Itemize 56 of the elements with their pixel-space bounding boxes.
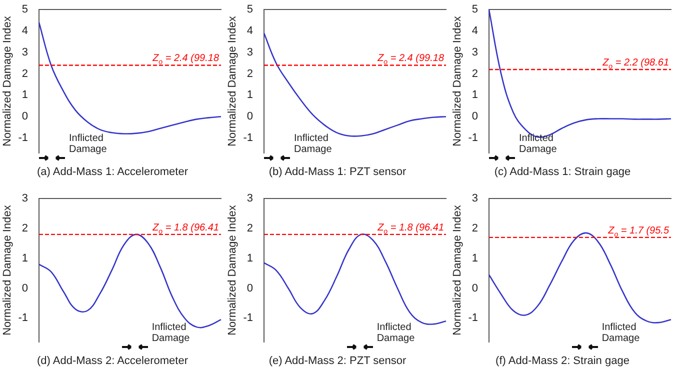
y-tick-label: 5: [246, 4, 253, 16]
y-axis-title: Normalized Damage Index: [452, 16, 464, 146]
y-tick-label: 5: [472, 4, 478, 16]
y-tick-label: 4: [22, 25, 28, 38]
y-tick-label: 3: [22, 192, 28, 205]
y-tick-label: 1: [22, 89, 28, 102]
y-tick-label: 1: [472, 252, 478, 264]
y-tick-label: 2: [246, 68, 253, 80]
annotation: Inflicted Damage: [152, 322, 190, 344]
y-tick-label: 1: [472, 89, 478, 102]
y-tick-label: 2: [22, 222, 28, 235]
text: (b) Add-Mass 1: PZT sensor: [268, 166, 408, 178]
y-tick-label: 0: [472, 282, 478, 294]
y-tick-label: 2: [472, 222, 478, 235]
y-tick-label: 0: [246, 282, 253, 294]
y-tick-label: 1: [22, 252, 28, 264]
y-tick-label: 3: [472, 192, 478, 205]
y-tick-label: 1: [246, 89, 253, 102]
text: (c) Add-Mass 1: Strain gage: [493, 166, 632, 178]
line-series: [38, 22, 222, 134]
text: (a) Add-Mass 1: Accelerometer: [36, 166, 189, 178]
y-tick-label: 2: [22, 68, 28, 80]
y-tick-label: 2: [246, 222, 253, 235]
annotation: Inflicted Damage: [602, 322, 640, 344]
y-tick-label: 0: [472, 110, 478, 123]
y-tick-label: -1: [18, 312, 28, 324]
y-tick-label: -1: [243, 132, 253, 144]
y-tick-label: -1: [243, 312, 253, 324]
y-axis-title: Normalized Damage Index: [2, 16, 14, 146]
y-tick-label: 0: [22, 282, 28, 294]
y-tick-label: 5: [22, 4, 28, 16]
y-tick-label: 3: [22, 46, 28, 58]
y-axis-title: Normalized Damage Index: [226, 16, 239, 146]
y-tick-label: 4: [246, 25, 253, 38]
text: (d) Add-Mass 2: Accelerometer: [36, 355, 189, 367]
text: (f) Add-Mass 2: Strain gage: [494, 355, 630, 367]
annotation: Inflicted Damage: [518, 133, 558, 155]
y-tick-label: 1: [246, 252, 253, 264]
y-tick-label: 2: [472, 68, 478, 80]
line-series: [38, 234, 222, 328]
annotation: Inflicted Damage: [68, 133, 108, 155]
annotation: Inflicted Damage: [294, 133, 332, 155]
text: (e) Add-Mass 2: PZT sensor: [268, 355, 408, 367]
y-tick-label: 4: [472, 25, 478, 38]
y-tick-label: -1: [468, 312, 478, 324]
y-tick-label: 3: [246, 46, 253, 58]
y-tick-label: -1: [18, 132, 28, 144]
annotation: Inflicted Damage: [376, 322, 416, 344]
y-axis-title: Normalized Damage Index: [226, 204, 239, 336]
y-axis-title: Normalized Damage Index: [2, 204, 14, 336]
y-tick-label: 0: [22, 110, 28, 123]
y-tick-label: 3: [246, 192, 253, 205]
y-axis-title: Normalized Damage Index: [452, 204, 464, 336]
y-tick-label: 3: [472, 46, 478, 58]
y-tick-label: -1: [468, 132, 478, 144]
y-tick-label: 0: [246, 110, 253, 123]
